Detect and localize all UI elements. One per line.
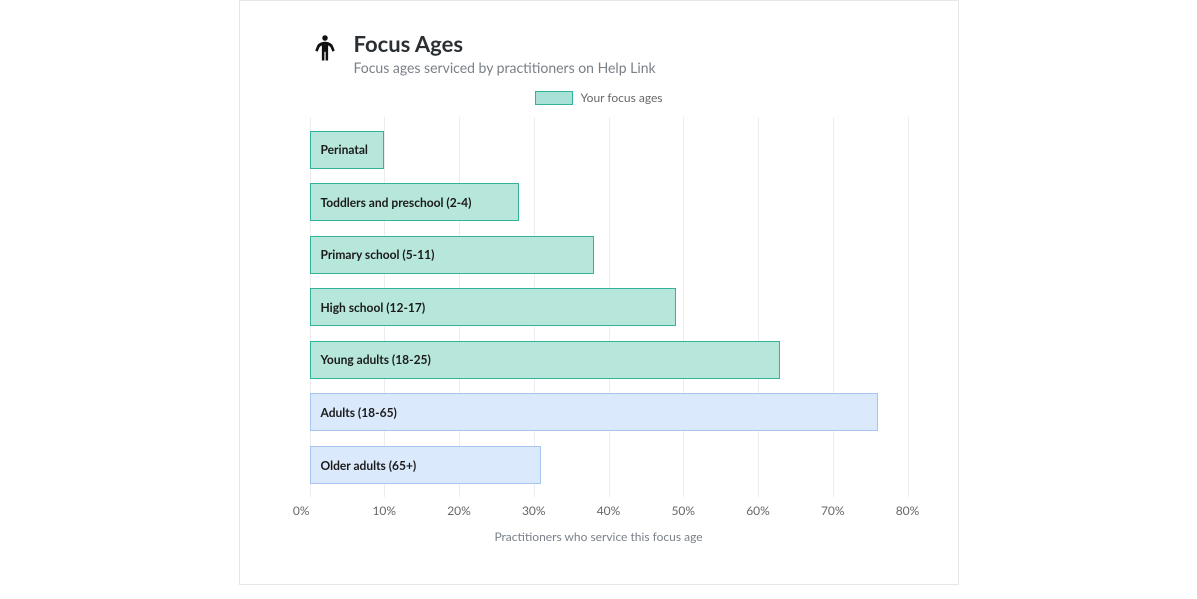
bar-label: Older adults (65+) <box>321 458 417 473</box>
x-tick: 80% <box>896 503 920 518</box>
bar: Perinatal <box>310 131 385 169</box>
x-tick: 40% <box>597 503 621 518</box>
bar: Primary school (5-11) <box>310 236 594 274</box>
header-text: Focus Ages Focus ages serviced by practi… <box>354 31 656 76</box>
x-tick: 30% <box>522 503 546 518</box>
legend-label: Your focus ages <box>581 90 663 105</box>
x-tick: 0% <box>293 503 310 518</box>
x-tick: 50% <box>671 503 695 518</box>
bar-label: Perinatal <box>321 142 368 157</box>
page-subtitle: Focus ages serviced by practitioners on … <box>354 59 656 76</box>
bar: Adults (18-65) <box>310 393 878 431</box>
bars-container: Perinatal Toddlers and preschool (2-4) Pri… <box>310 117 908 497</box>
x-tick: 20% <box>447 503 471 518</box>
gridline <box>908 117 909 497</box>
legend-swatch <box>535 91 573 105</box>
bar-label: Toddlers and preschool (2-4) <box>321 195 472 210</box>
bar-label: Young adults (18-25) <box>321 352 431 367</box>
plot-area: Perinatal Toddlers and preschool (2-4) Pri… <box>310 117 908 497</box>
bar: Young adults (18-25) <box>310 341 781 379</box>
page-title: Focus Ages <box>354 31 656 57</box>
chart-panel: Focus Ages Focus ages serviced by practi… <box>239 0 959 585</box>
x-axis-label: Practitioners who service this focus age <box>280 529 918 544</box>
bar: Toddlers and preschool (2-4) <box>310 183 519 221</box>
bar: Older adults (65+) <box>310 446 542 484</box>
focus-ages-chart: Perinatal Toddlers and preschool (2-4) Pri… <box>280 117 918 544</box>
person-icon <box>310 31 340 67</box>
bar-label: Primary school (5-11) <box>321 247 435 262</box>
x-tick: 70% <box>821 503 845 518</box>
chart-legend: Your focus ages <box>280 90 918 105</box>
x-tick: 10% <box>372 503 396 518</box>
bar-label: Adults (18-65) <box>321 405 397 420</box>
bar: High school (12-17) <box>310 288 676 326</box>
x-axis: 0%10%20%30%40%50%60%70%80% <box>310 503 908 523</box>
panel-header: Focus Ages Focus ages serviced by practi… <box>280 31 918 76</box>
x-tick: 60% <box>746 503 770 518</box>
bar-label: High school (12-17) <box>321 300 426 315</box>
